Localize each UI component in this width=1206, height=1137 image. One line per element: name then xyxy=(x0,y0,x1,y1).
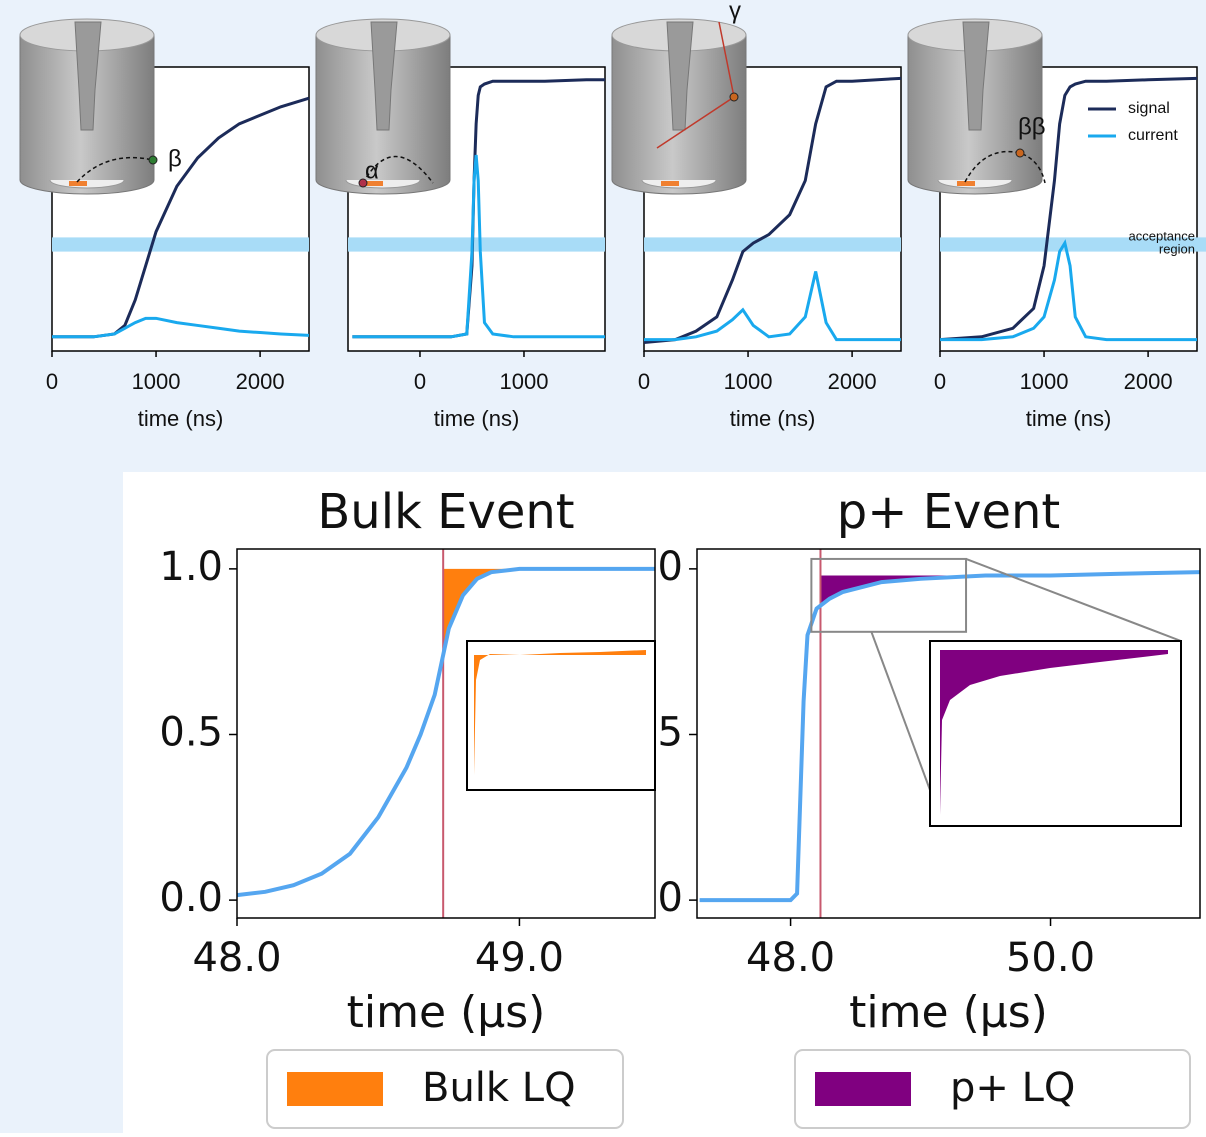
line xyxy=(939,76,1198,342)
interaction xyxy=(729,92,739,102)
track xyxy=(362,155,434,184)
x-tick-label: 2000 xyxy=(236,369,285,394)
detector-icon xyxy=(19,18,158,195)
contact xyxy=(365,181,383,186)
x-tick-label: 0 xyxy=(638,369,650,394)
track xyxy=(964,150,1046,184)
legend-swatch xyxy=(287,1072,383,1106)
legend-label: Bulk LQ xyxy=(422,1065,576,1111)
interaction xyxy=(1015,148,1025,158)
x-tick-label: 0 xyxy=(414,369,426,394)
legend-box xyxy=(266,1049,624,1129)
detector-well xyxy=(962,21,990,131)
lq-fill xyxy=(443,568,655,655)
zoom-box xyxy=(810,557,968,633)
x-tick-label: 1000 xyxy=(500,369,549,394)
particle-label: α xyxy=(365,157,379,184)
band-label: acceptance xyxy=(1129,228,1196,243)
chart-title: p+ Event xyxy=(837,484,1060,540)
line xyxy=(643,76,902,344)
particle-label: ββ xyxy=(1018,113,1046,140)
x-tick-label: 1000 xyxy=(1020,369,1069,394)
particle-label: γ xyxy=(729,0,741,24)
chart-title: Bulk Event xyxy=(317,484,574,540)
waveform xyxy=(236,566,655,898)
inset-fill xyxy=(940,650,1168,815)
y-tick-label: 0.5 xyxy=(159,709,223,755)
legend-label: signal xyxy=(1128,100,1170,117)
zoom-connector xyxy=(965,558,1182,642)
interaction xyxy=(148,155,158,165)
acceptance-band xyxy=(52,237,309,252)
contact xyxy=(69,181,87,186)
acceptance-band xyxy=(644,237,901,252)
x-tick-label: 48.0 xyxy=(746,935,835,981)
inset xyxy=(466,640,656,791)
top-panels: 0 1000 2000 time (ns) β 0 1000 time (ns) α 0 1000 2… xyxy=(19,0,1206,431)
legend-label: p+ LQ xyxy=(950,1065,1075,1111)
detector-icon xyxy=(315,18,451,195)
line xyxy=(352,154,605,339)
legend-box xyxy=(794,1049,1191,1129)
legend-swatch xyxy=(815,1072,911,1106)
x-tick-label: 1000 xyxy=(132,369,181,394)
contact xyxy=(957,181,975,186)
x-tick-label: 50.0 xyxy=(1006,935,1095,981)
y-tick-label: 0.0 xyxy=(159,875,223,921)
x-tick-label: 48.0 xyxy=(192,935,281,981)
x-axis-label: time (ns) xyxy=(138,406,224,431)
zoom-connector xyxy=(870,631,931,791)
detector-well xyxy=(74,21,102,131)
plot-frame xyxy=(696,548,1201,919)
track xyxy=(76,156,154,183)
x-axis-label: time (ns) xyxy=(434,406,520,431)
detector-icon xyxy=(611,18,747,195)
line xyxy=(644,271,901,342)
legend-label: current xyxy=(1128,127,1178,144)
x-axis-label: time (μs) xyxy=(347,987,546,1038)
x-axis-label: time (μs) xyxy=(849,987,1048,1038)
particle-label: β xyxy=(168,145,182,172)
acceptance-band xyxy=(348,237,605,252)
detector-well xyxy=(370,21,398,131)
x-tick-label: 2000 xyxy=(1124,369,1173,394)
x-tick-label: 0 xyxy=(934,369,946,394)
y-tick-label: 1.0 xyxy=(159,544,223,590)
lq-fill xyxy=(820,575,1200,606)
interaction xyxy=(358,178,368,188)
detector-icon xyxy=(907,18,1046,195)
x-tick-label: 49.0 xyxy=(475,935,564,981)
x-tick-label: 2000 xyxy=(828,369,877,394)
x-axis-label: time (ns) xyxy=(730,406,816,431)
x-tick-label: 1000 xyxy=(724,369,773,394)
x-tick-label: 0 xyxy=(46,369,58,394)
line xyxy=(940,239,1197,342)
x-axis-label: time (ns) xyxy=(1026,406,1112,431)
band-label: region xyxy=(1159,241,1195,256)
contact xyxy=(661,181,679,186)
waveform xyxy=(699,570,1201,903)
line xyxy=(52,316,310,339)
acceptance-band xyxy=(940,237,1206,252)
